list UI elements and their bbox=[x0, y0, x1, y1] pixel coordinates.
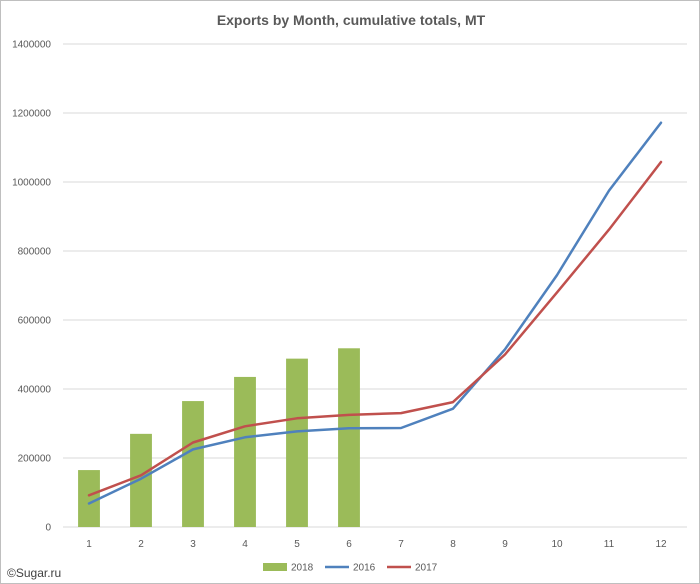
bar-2018-3 bbox=[182, 401, 204, 527]
x-tick-label: 7 bbox=[398, 539, 404, 550]
y-tick-label: 800000 bbox=[18, 247, 52, 258]
watermark-text: ©Sugar.ru bbox=[7, 566, 61, 580]
legend: 2018 2016 2017 bbox=[263, 563, 438, 574]
x-tick-label: 5 bbox=[294, 539, 300, 550]
bar-series bbox=[78, 348, 360, 527]
y-tick-label: 1200000 bbox=[12, 109, 51, 120]
line-series-2016 bbox=[87, 121, 663, 505]
bar-2018-6 bbox=[338, 348, 360, 527]
x-tick-label: 4 bbox=[242, 539, 248, 550]
y-tick-label: 400000 bbox=[18, 385, 52, 396]
y-axis-tick-labels: 0 200000 400000 600000 800000 1000000 1200000 1… bbox=[12, 40, 51, 534]
x-tick-label: 6 bbox=[346, 539, 352, 550]
chart-title: Exports by Month, cumulative totals, MT bbox=[217, 12, 486, 28]
x-tick-label: 12 bbox=[655, 539, 667, 550]
y-tick-label: 0 bbox=[45, 523, 51, 534]
y-tick-label: 1000000 bbox=[12, 178, 51, 189]
bar-2018-1 bbox=[78, 470, 100, 527]
line-series-2017 bbox=[87, 160, 663, 497]
x-tick-label: 2 bbox=[138, 539, 144, 550]
x-tick-label: 8 bbox=[450, 539, 456, 550]
x-axis-tick-labels: 1 2 3 4 5 6 7 8 9 10 11 12 bbox=[86, 539, 667, 550]
y-tick-label: 1400000 bbox=[12, 40, 51, 51]
x-tick-label: 9 bbox=[502, 539, 508, 550]
x-tick-label: 1 bbox=[86, 539, 92, 550]
x-tick-label: 3 bbox=[190, 539, 196, 550]
x-tick-label: 11 bbox=[604, 539, 615, 550]
bar-2018-2 bbox=[130, 433, 152, 527]
legend-label-2016: 2016 bbox=[353, 563, 376, 574]
line-series bbox=[87, 121, 663, 505]
gridlines bbox=[63, 43, 687, 528]
legend-swatch-2018 bbox=[263, 563, 287, 571]
bar-2018-4 bbox=[234, 376, 256, 527]
legend-label-2018: 2018 bbox=[291, 563, 314, 574]
y-tick-label: 600000 bbox=[18, 316, 52, 327]
x-tick-label: 10 bbox=[551, 539, 563, 550]
y-tick-label: 200000 bbox=[18, 454, 52, 465]
bar-2018-5 bbox=[286, 358, 308, 527]
legend-label-2017: 2017 bbox=[415, 563, 438, 574]
